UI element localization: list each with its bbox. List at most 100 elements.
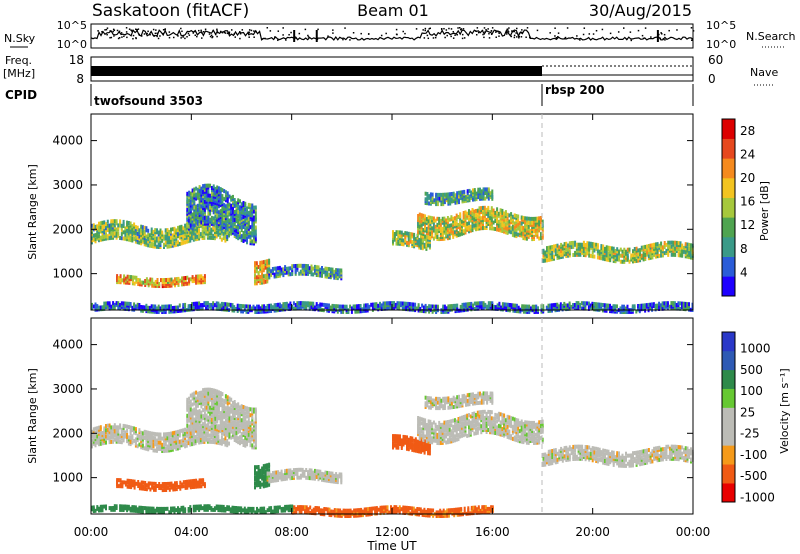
echo-cell [649,253,652,258]
freq-trace [91,66,542,76]
echo-cell [196,305,199,310]
echo-cell [208,225,211,230]
echo-cell [675,247,678,251]
echo-cell [400,238,403,243]
echo-cell [630,257,633,262]
echo-cell [96,434,99,439]
echo-cell [224,236,227,241]
echo-cell [326,266,329,271]
echo-cell [335,304,338,309]
echo-cell [480,306,483,311]
echo-cell [435,202,438,207]
echo-cell [133,275,136,280]
echo-cell [156,244,158,249]
echo-cell [591,254,594,259]
echo-cell [482,191,485,196]
echo-cell [340,304,343,309]
noise-search-point [200,31,203,34]
echo-cell [131,275,134,280]
echo-cell [173,437,176,441]
echo-cell [157,304,160,309]
noise-search-point [154,32,157,35]
power-colorbar-tick: 16 [740,195,755,209]
noise-search-point [188,34,191,36]
echo-cell [145,277,148,282]
echo-cell [224,190,227,195]
echo-cell [219,424,222,429]
noise-search-point [149,33,151,36]
noise-search-point [125,31,128,33]
echo-cell [175,238,178,243]
echo-cell [266,267,269,272]
echo-cell [145,442,148,447]
echo-cell [674,240,677,245]
noise-search-point [457,27,459,29]
echo-cell [214,218,217,223]
echo-cell [98,227,100,232]
echo-cell [600,256,603,261]
echo-cell [124,236,127,241]
echo-cell [145,432,148,437]
echo-cell [568,241,571,246]
echo-cell [194,305,197,310]
echo-cell [475,191,478,196]
echo-cell [205,435,208,440]
echo-cell [506,220,509,225]
echo-cell [681,251,684,256]
echo-cell [141,443,144,448]
noise-search-point [216,28,218,31]
echo-cell [119,278,122,283]
echo-cell [205,183,208,188]
echo-cell [567,251,570,256]
echo-cell [249,231,252,236]
date-title: 30/Aug/2015 [589,1,692,20]
echo-cell [112,433,115,438]
echo-cell [170,277,173,282]
echo-cell [226,237,229,242]
echo-cell [170,237,172,242]
echo-cell [168,277,171,282]
echo-cell [356,304,359,309]
echo-cell [189,277,192,282]
echo-cell [560,249,563,253]
echo-cell [106,304,109,309]
echo-cell [168,309,171,314]
echo-cell [184,442,187,447]
echo-cell [612,304,615,309]
echo-cell [143,446,146,451]
echo-cell [522,215,525,220]
noise-search-point [582,33,585,36]
echo-cell [226,217,229,222]
echo-cell [436,233,439,237]
echo-cell [143,229,146,234]
noise-search-point [506,28,509,30]
echo-cell [213,432,216,436]
echo-cell [231,303,234,308]
echo-cell [112,219,115,224]
echo-cell [646,250,649,255]
echo-cell [178,229,181,234]
echo-cell [202,414,205,419]
echo-cell [254,261,256,266]
echo-cell [531,216,534,221]
echo-cell [106,234,109,239]
noise-search-point [664,39,666,41]
echo-cell [147,237,150,242]
echo-cell [515,303,518,308]
echo-cell [148,237,151,242]
echo-cell [483,205,486,210]
echo-cell [253,225,255,230]
echo-cell [115,231,118,236]
echo-cell [429,215,432,220]
echo-cell [361,307,364,312]
echo-cell [459,216,462,221]
echo-cell [212,192,215,197]
echo-cell [542,304,545,309]
echo-cell [443,304,446,309]
noise-search-point [440,27,443,30]
noise-search-point [250,29,253,32]
echo-cell [427,237,430,242]
echo-cell [490,222,493,227]
echo-cell [161,447,164,451]
echo-cell [504,214,507,219]
